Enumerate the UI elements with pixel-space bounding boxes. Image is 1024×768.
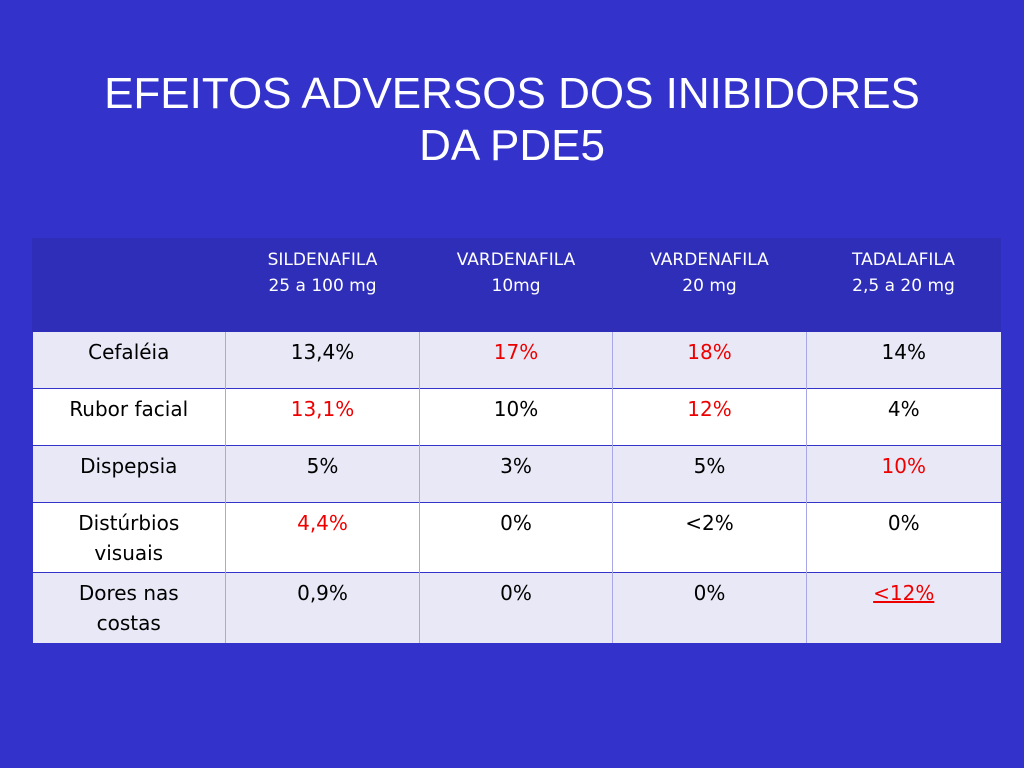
row-label-line: costas [96,611,161,635]
table-cell: 0% [419,502,613,573]
adverse-effects-table: SILDENAFILA 25 a 100 mg VARDENAFILA 10mg… [32,238,1001,643]
table-row: Cefaléia 13,4% 17% 18% 14% [32,331,1001,389]
table-cell-highlighted: <12% [806,572,1001,643]
header-drug-name: SILDENAFILA [267,250,378,270]
row-label: Cefaléia [32,331,226,389]
table-cell: 4% [806,388,1001,446]
table-cell: 14% [806,331,1001,389]
row-label-line: Cefaléia [88,340,170,364]
table-cell-highlighted: 12% [612,388,807,446]
table-cell: 0% [419,572,613,643]
table-cell: 3% [419,445,613,503]
table-cell-highlighted: 18% [612,331,807,389]
row-label-line: Rubor facial [69,397,189,421]
row-label: Distúrbios visuais [32,502,226,573]
table-cell: 5% [225,445,420,503]
table-cell-highlighted: 4,4% [225,502,420,573]
header-dose: 20 mg [682,276,737,296]
table-cell: 0,9% [225,572,420,643]
header-cell-vardenafila-10: VARDENAFILA 10mg [419,238,613,332]
header-cell-vardenafila-20: VARDENAFILA 20 mg [612,238,807,332]
header-drug-name: VARDENAFILA [650,250,769,270]
row-label-line: Dispepsia [80,454,178,478]
table-cell-highlighted: 17% [419,331,613,389]
table-cell: 0% [806,502,1001,573]
table-cell: 5% [612,445,807,503]
table-row: Dispepsia 5% 3% 5% 10% [32,445,1001,503]
row-label: Rubor facial [32,388,226,446]
slide-title-line-2: DA PDE5 [419,121,605,170]
header-drug-name: VARDENAFILA [456,250,576,270]
table-row: Distúrbios visuais 4,4% 0% <2% 0% [32,502,1001,573]
header-dose: 10mg [491,276,541,296]
header-dose: 2,5 a 20 mg [852,276,955,296]
row-label: Dispepsia [32,445,226,503]
table-row: Dores nas costas 0,9% 0% 0% <12% [32,572,1001,643]
table-cell-highlighted: 10% [806,445,1001,503]
header-dose: 25 a 100 mg [268,276,377,296]
table-cell: <2% [612,502,807,573]
table-cell: 13,4% [225,331,420,389]
table-header-row: SILDENAFILA 25 a 100 mg VARDENAFILA 10mg… [32,238,1001,332]
header-drug-name: TADALAFILA [852,250,955,270]
row-label-line: visuais [94,541,164,565]
header-cell-sildenafila: SILDENAFILA 25 a 100 mg [225,238,420,332]
table-cell: 0% [612,572,807,643]
slide-title: EFEITOS ADVERSOS DOS INIBIDORES DA PDE5 [0,68,1024,172]
row-label-line: Distúrbios [78,511,180,535]
slide-title-line-1: EFEITOS ADVERSOS DOS INIBIDORES [104,69,920,118]
table-row: Rubor facial 13,1% 10% 12% 4% [32,388,1001,446]
header-cell-tadalafila: TADALAFILA 2,5 a 20 mg [806,238,1001,332]
row-label-line: Dores nas [78,581,179,605]
table-cell: 10% [419,388,613,446]
header-cell-empty [32,238,226,332]
row-label: Dores nas costas [32,572,226,643]
table-cell-highlighted: 13,1% [225,388,420,446]
